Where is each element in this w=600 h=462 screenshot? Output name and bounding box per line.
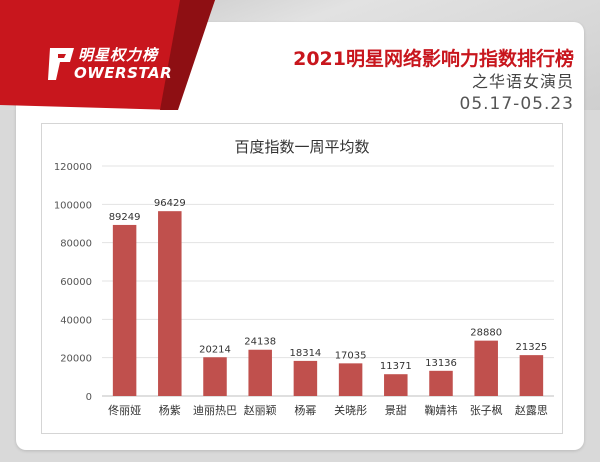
bar-10 <box>519 355 544 396</box>
chart-frame: 百度指数一周平均数 0 20000 40000 60000 80000 100000 120… <box>41 123 563 434</box>
bar-2 <box>158 211 182 396</box>
y-tick-label: 60000 <box>60 277 92 288</box>
date-range: 05.17-05.23 <box>459 94 574 114</box>
data-label: 21325 <box>515 342 547 353</box>
page-header: 2021明星网络影响力指数排行榜 之华语女演员 05.17-05.23 <box>293 48 574 115</box>
data-label: 20214 <box>199 344 231 355</box>
x-tick-label: 鞠婧祎 <box>425 403 458 417</box>
data-label: 24138 <box>244 337 276 348</box>
chart-title: 百度指数一周平均数 <box>234 138 369 156</box>
bar-4 <box>248 349 272 396</box>
y-tick-label: 120000 <box>54 162 92 173</box>
y-tick-label: 100000 <box>54 200 92 211</box>
y-tick-label: 80000 <box>60 239 92 250</box>
bar-6 <box>338 363 363 396</box>
x-tick-label: 赵露思 <box>515 403 548 417</box>
y-tick-label: 0 <box>86 392 92 403</box>
logo-english-text: OWERSTAR <box>74 64 173 82</box>
x-tick-label: 张子枫 <box>470 403 503 417</box>
bar-1 <box>112 224 137 396</box>
x-tick-label: 景甜 <box>385 404 407 417</box>
data-label: 13136 <box>425 358 457 369</box>
page-subtitle: 之华语女演员 <box>471 72 574 91</box>
page-title: 2021明星网络影响力指数排行榜 <box>293 48 574 70</box>
x-tick-label: 杨幂 <box>294 403 316 417</box>
data-label: 17035 <box>335 350 367 361</box>
x-tick-label: 关晓彤 <box>334 403 367 417</box>
logo-chinese-text: 明星权力榜 <box>78 46 159 64</box>
y-tick-label: 40000 <box>60 315 92 326</box>
bar-8 <box>429 370 453 396</box>
y-tick-label: 20000 <box>60 354 92 365</box>
bar-7 <box>384 374 408 396</box>
x-tick-label: 迪丽热巴 <box>193 404 237 417</box>
x-tick-label: 赵丽颖 <box>244 403 277 417</box>
data-label: 28880 <box>470 328 502 339</box>
x-tick-label: 佟丽娅 <box>108 403 141 417</box>
x-tick-label: 杨紫 <box>159 403 181 417</box>
data-label: 96429 <box>154 198 186 209</box>
bar-chart: 百度指数一周平均数 0 20000 40000 60000 80000 100000 120… <box>54 138 554 417</box>
data-label: 11371 <box>380 361 412 372</box>
bar-9 <box>474 340 498 396</box>
data-label: 89249 <box>109 212 141 223</box>
data-label: 18314 <box>289 348 321 359</box>
logo-p-icon <box>48 48 74 80</box>
powerstar-logo: 明星权力榜 OWERSTAR <box>48 44 188 84</box>
bar-3 <box>203 357 227 396</box>
bar-5 <box>293 360 318 396</box>
